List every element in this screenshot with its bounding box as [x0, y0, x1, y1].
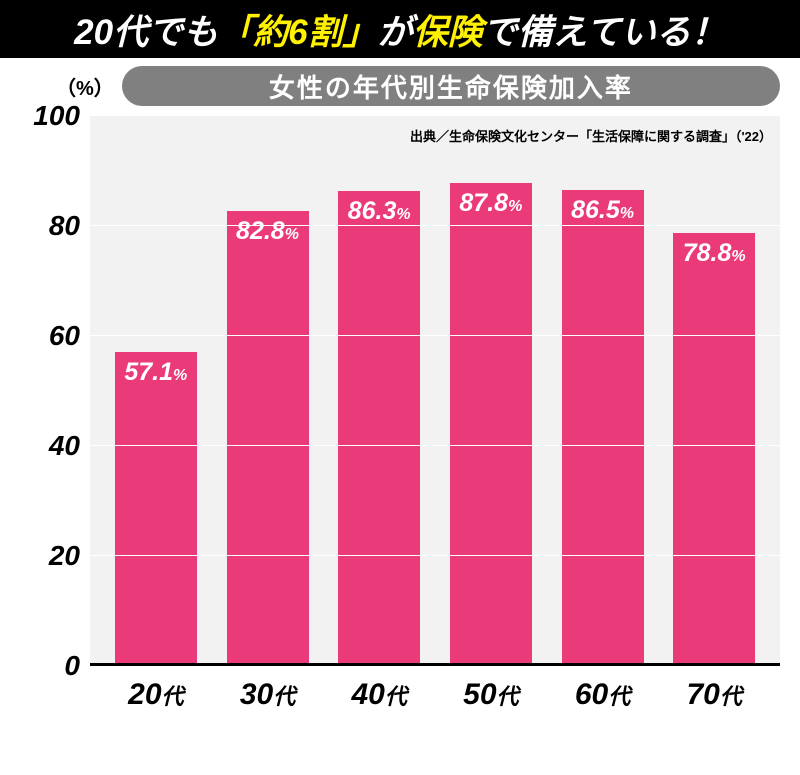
bar-column: 78.8%: [658, 116, 770, 666]
subtitle-row: （%） 女性の年代別生命保険加入率: [0, 58, 800, 106]
bar: 86.5%: [562, 190, 644, 666]
x-axis-label: 30代: [212, 678, 324, 712]
bar-value-label: 86.5%: [562, 196, 644, 225]
chart-area: 出典／生命保険文化センター「生活保障に関する調査」（'22） 57.1%82.8…: [0, 106, 800, 726]
bar-column: 82.8%: [212, 116, 324, 666]
bar: 57.1%: [115, 352, 197, 666]
x-axis-label: 70代: [658, 678, 770, 712]
x-axis-label: 40代: [323, 678, 435, 712]
x-labels: 20代30代40代50代60代70代: [90, 678, 780, 712]
bar: 87.8%: [450, 183, 532, 666]
plot-box: 出典／生命保険文化センター「生活保障に関する調査」（'22） 57.1%82.8…: [90, 116, 780, 666]
grid-line: [90, 445, 780, 446]
bar-value-label: 57.1%: [115, 358, 197, 387]
bars-container: 57.1% 82.8% 86.3% 87.8% 86.5% 78.8%: [90, 116, 780, 666]
headline-part: が: [378, 4, 413, 55]
headline-banner: 20代でも「約6割」が保険で備えている！: [0, 0, 800, 58]
bar-column: 86.5%: [547, 116, 659, 666]
y-tick-label: 0: [64, 650, 80, 682]
bar-value-label: 87.8%: [450, 189, 532, 218]
y-tick-label: 100: [33, 100, 80, 132]
headline-part: 「約6割」: [218, 4, 377, 55]
headline-part: で備えている！: [483, 4, 726, 55]
subtitle-pill: 女性の年代別生命保険加入率: [122, 66, 780, 106]
x-axis-label: 50代: [435, 678, 547, 712]
y-tick-label: 20: [49, 540, 80, 572]
y-tick-label: 60: [49, 320, 80, 352]
bar-column: 57.1%: [100, 116, 212, 666]
x-axis-label: 20代: [100, 678, 212, 712]
bar-value-label: 82.8%: [227, 217, 309, 246]
x-axis-label: 60代: [547, 678, 659, 712]
y-tick-label: 40: [49, 430, 80, 462]
y-tick-label: 80: [49, 210, 80, 242]
bar: 82.8%: [227, 211, 309, 666]
bar: 78.8%: [673, 233, 755, 666]
headline-part: 20代でも: [74, 4, 218, 55]
grid-line: [90, 555, 780, 556]
bar-value-label: 86.3%: [338, 197, 420, 226]
y-unit-label: （%）: [56, 72, 114, 101]
bar: 86.3%: [338, 191, 420, 666]
x-axis-line: [90, 663, 780, 666]
grid-line: [90, 335, 780, 336]
bar-value-label: 78.8%: [673, 239, 755, 268]
bar-column: 87.8%: [435, 116, 547, 666]
grid-line: [90, 225, 780, 226]
bar-column: 86.3%: [323, 116, 435, 666]
grid-line: [90, 115, 780, 116]
headline-part: 保険: [413, 4, 483, 55]
